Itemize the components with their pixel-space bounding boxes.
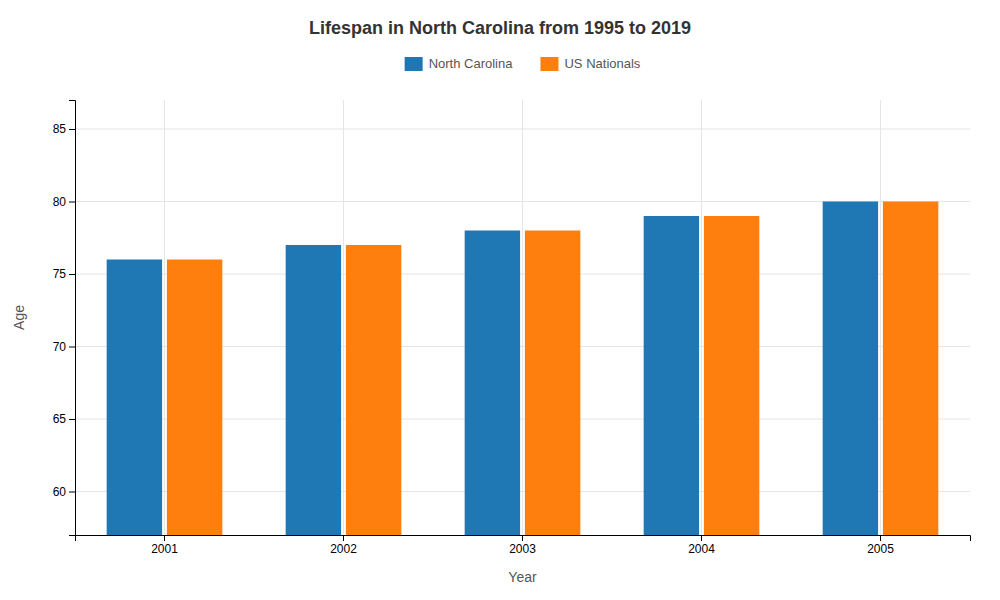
bar	[286, 245, 341, 535]
bar	[167, 260, 222, 536]
x-tick: 2002	[330, 535, 357, 556]
x-tick: 2005	[867, 535, 894, 556]
x-tick-mark	[522, 535, 523, 541]
x-tick-label: 2003	[509, 542, 536, 556]
bar-series	[107, 202, 878, 536]
x-axis: 2001 2002 2003 2004 2005	[76, 535, 971, 556]
grid-line-x	[701, 100, 702, 535]
x-tick-label: 2005	[867, 542, 894, 556]
legend-item: US Nationals	[540, 56, 640, 71]
y-tick: 60	[53, 485, 75, 499]
y-axis: 60 65 70 75 80 85	[53, 101, 76, 536]
x-tick-label: 2001	[151, 542, 178, 556]
bar	[644, 216, 699, 535]
y-tick-label: 80	[53, 195, 67, 209]
x-tick-label: 2004	[688, 542, 715, 556]
x-tick-mark	[164, 535, 165, 541]
y-tick-mark	[69, 419, 75, 420]
legend-swatch	[540, 57, 558, 71]
title: Lifespan in North Carolina from 1995 to …	[309, 18, 691, 38]
legend: North Carolina US Nationals	[405, 56, 641, 71]
x-tick-mark	[880, 535, 881, 541]
y-tick-mark	[69, 129, 75, 130]
y-tick: 85	[53, 122, 75, 136]
x-tick: 2001	[151, 535, 178, 556]
plot: 60 65 70 75 80 85 2001 2002 2003 2004 2005	[53, 100, 971, 556]
bar	[107, 260, 162, 536]
bar	[704, 216, 759, 535]
bar	[525, 231, 580, 536]
legend-label: US Nationals	[564, 56, 640, 71]
x-tick: 2004	[688, 535, 715, 556]
legend-swatch	[405, 57, 423, 71]
bar	[346, 245, 401, 535]
y-tick-mark	[69, 274, 75, 275]
y-tick: 75	[53, 267, 75, 281]
chart: Lifespan in North Carolina from 1995 to …	[0, 0, 1000, 600]
y-tick-mark	[69, 492, 75, 493]
x-axis-title: Year	[508, 569, 537, 585]
y-axis-title: Age	[11, 305, 27, 330]
y-tick-label: 85	[53, 122, 67, 136]
grid	[75, 100, 970, 535]
x-tick-mark	[701, 535, 702, 541]
y-tick-mark	[69, 202, 75, 203]
x-axis-line	[76, 536, 971, 542]
y-tick-label: 60	[53, 485, 67, 499]
grid-line-x	[343, 100, 344, 535]
legend-item: North Carolina	[405, 56, 514, 71]
grid-line-x	[880, 100, 881, 535]
y-tick-label: 65	[53, 412, 67, 426]
grid-line-x	[164, 100, 165, 535]
bars	[107, 202, 939, 536]
y-tick: 80	[53, 195, 75, 209]
legend-label: North Carolina	[429, 56, 514, 71]
bar-series	[167, 202, 938, 536]
y-axis-line	[69, 101, 76, 536]
y-tick-mark	[69, 347, 75, 348]
y-tick: 65	[53, 412, 75, 426]
bar	[823, 202, 878, 536]
x-tick-mark	[343, 535, 344, 541]
x-tick: 2003	[509, 535, 536, 556]
y-tick-label: 75	[53, 267, 67, 281]
grid-line-x	[522, 100, 523, 535]
y-tick: 70	[53, 340, 75, 354]
y-tick-label: 70	[53, 340, 67, 354]
bar	[465, 231, 520, 536]
x-tick-label: 2002	[330, 542, 357, 556]
bar	[883, 202, 938, 536]
